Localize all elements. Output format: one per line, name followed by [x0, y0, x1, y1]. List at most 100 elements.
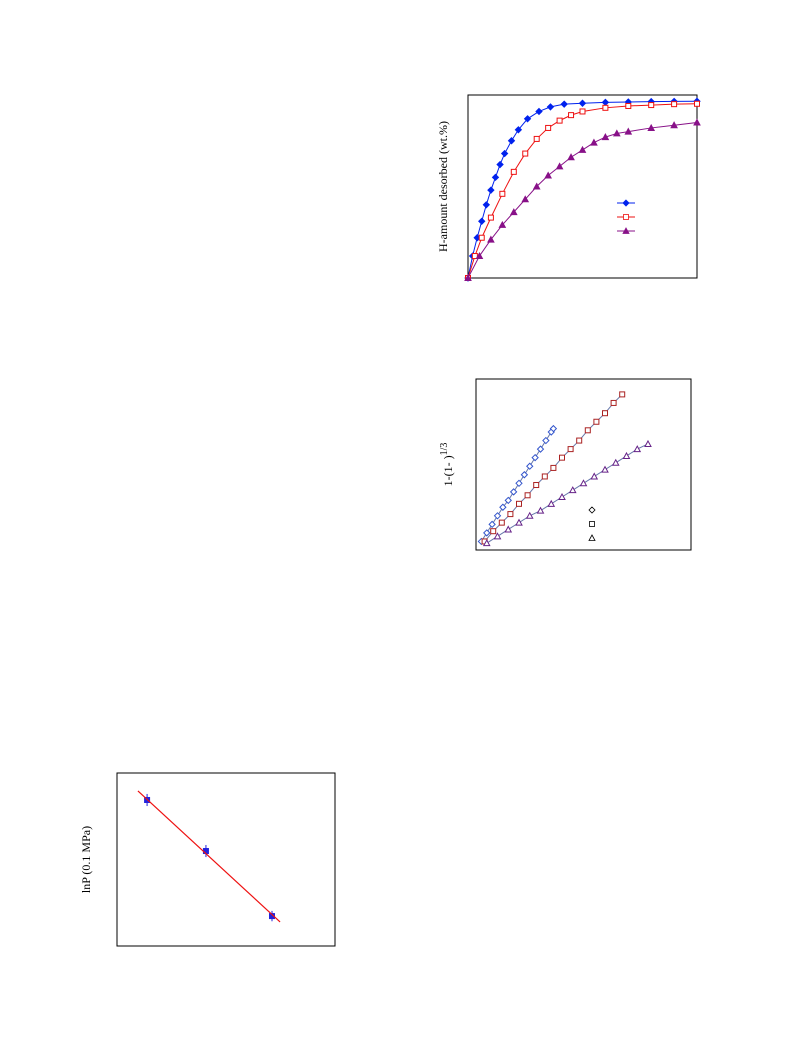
marker	[520, 471, 529, 479]
marker	[509, 488, 518, 496]
y-axis-label: lnP (0.1 MPa)	[79, 826, 93, 893]
marker	[496, 160, 504, 169]
marker	[507, 511, 514, 518]
marker	[531, 453, 539, 462]
marker	[490, 528, 497, 535]
marker	[559, 454, 565, 461]
marker	[488, 520, 496, 529]
marker	[633, 445, 642, 453]
marker	[504, 525, 513, 533]
marker	[622, 451, 631, 459]
series-line	[486, 443, 649, 544]
marker	[545, 124, 552, 131]
marker	[464, 273, 472, 281]
marker	[602, 104, 609, 111]
marker	[601, 465, 609, 473]
marker	[693, 118, 701, 126]
marker	[499, 190, 506, 197]
marker	[493, 532, 502, 540]
marker	[549, 424, 558, 433]
fit-line	[137, 790, 281, 923]
marker	[560, 100, 568, 108]
legend-marker	[623, 214, 629, 220]
legend-marker	[589, 521, 595, 527]
y-axis-label: 1-(1- )1/3	[439, 443, 455, 487]
legend-marker	[588, 534, 596, 541]
y-axis-label-sup: 1/3	[439, 443, 450, 456]
series-line	[467, 121, 698, 279]
y-axis-label: H-amount desorbed (wt.%)	[436, 121, 450, 252]
marker	[644, 439, 652, 447]
marker	[478, 234, 485, 241]
marker	[567, 446, 574, 453]
legend-marker	[588, 506, 596, 514]
marker	[482, 539, 491, 547]
marker	[671, 101, 678, 108]
marker	[550, 464, 557, 471]
marker	[602, 410, 608, 417]
marker	[535, 107, 543, 116]
plot-area	[477, 391, 652, 547]
marker	[478, 217, 486, 225]
marker	[533, 482, 540, 489]
marker	[542, 436, 550, 445]
marker	[499, 503, 507, 511]
marker	[487, 214, 494, 221]
marker	[493, 512, 502, 520]
marker	[590, 138, 598, 146]
marker	[547, 499, 556, 507]
marker	[541, 473, 548, 480]
marker	[613, 129, 621, 137]
marker	[590, 472, 599, 480]
marker	[507, 137, 516, 145]
plot-frame	[116, 772, 336, 947]
marker	[509, 208, 518, 216]
marker	[525, 511, 534, 519]
marker	[483, 529, 491, 537]
marker	[568, 112, 575, 119]
marker	[579, 479, 588, 487]
y-axis-label-text: lnP (0.1 MPa)	[79, 826, 93, 893]
marker	[556, 117, 563, 124]
marker	[498, 519, 505, 526]
marker	[487, 186, 495, 194]
marker	[514, 126, 523, 134]
marker	[515, 518, 523, 526]
marker	[584, 427, 591, 434]
marker	[487, 235, 495, 243]
marker	[482, 201, 491, 209]
marker	[521, 195, 530, 203]
marker	[601, 98, 610, 107]
marker	[533, 135, 540, 142]
plot-frame	[467, 94, 698, 279]
marker	[523, 115, 532, 123]
marker	[546, 103, 555, 111]
marker	[647, 123, 656, 131]
plot-frame	[475, 378, 692, 551]
marker	[498, 220, 507, 228]
marker	[625, 102, 632, 109]
legend-marker	[622, 227, 630, 234]
y-axis-label-text: H-amount desorbed (wt.%)	[436, 121, 450, 252]
y-axis-label-text: 1-(1- )	[441, 455, 455, 486]
marker	[510, 168, 517, 175]
marker	[578, 145, 587, 153]
marker	[536, 445, 545, 453]
plot-area	[464, 97, 701, 282]
series-line	[467, 100, 698, 279]
marker	[491, 173, 500, 182]
marker	[515, 479, 523, 488]
marker	[579, 108, 586, 115]
marker	[544, 171, 552, 179]
marker	[576, 437, 583, 444]
marker	[504, 496, 512, 505]
marker	[522, 150, 529, 157]
marker	[524, 492, 531, 499]
marker	[567, 153, 575, 161]
marker	[532, 182, 541, 190]
marker	[670, 121, 678, 129]
marker	[516, 500, 522, 507]
marker	[624, 127, 633, 135]
marker	[526, 462, 534, 470]
